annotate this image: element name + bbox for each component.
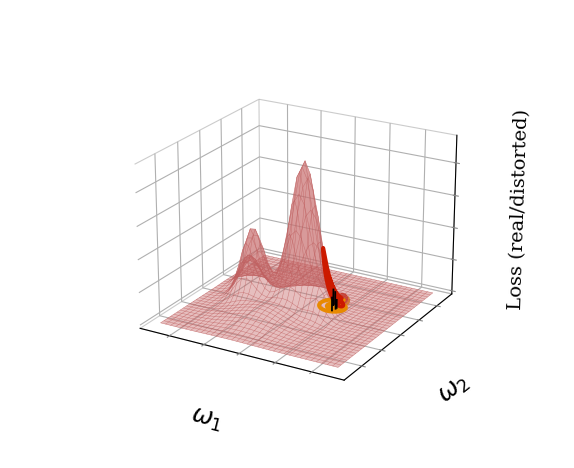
Y-axis label: $\omega_2$: $\omega_2$	[434, 370, 474, 409]
X-axis label: $\omega_1$: $\omega_1$	[188, 405, 225, 435]
